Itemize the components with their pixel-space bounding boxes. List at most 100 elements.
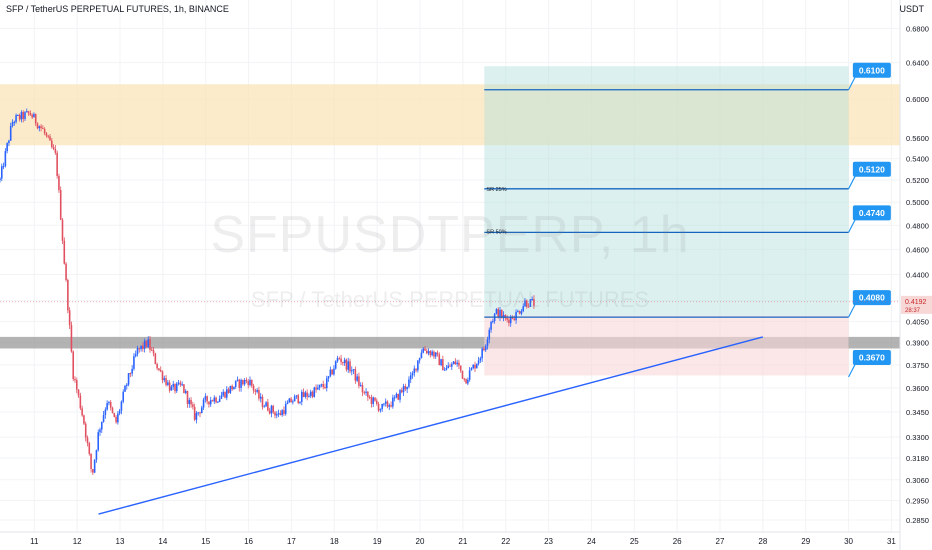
candle-body	[120, 401, 123, 411]
time-tick-label: 23	[544, 537, 553, 546]
candle-body	[240, 379, 242, 388]
candle-body	[163, 378, 166, 381]
last-price-value: 0.4192	[905, 299, 927, 306]
candle-body	[340, 358, 342, 363]
candle-body	[281, 410, 283, 416]
candle-body	[200, 407, 203, 414]
candle-body	[438, 354, 441, 366]
candle-body	[311, 391, 314, 397]
candle-body	[83, 415, 85, 424]
candle-body	[179, 382, 182, 385]
candle-body	[308, 395, 310, 397]
candle-body	[497, 309, 500, 318]
candle-body	[356, 376, 358, 381]
candle-body	[88, 443, 91, 454]
candle-body	[215, 397, 217, 403]
candle-body	[422, 348, 425, 353]
candle-body	[213, 397, 216, 402]
candle-body	[345, 359, 348, 370]
candle-body	[283, 410, 285, 414]
candle-body	[322, 384, 325, 388]
candle-body	[425, 350, 428, 354]
candle-body	[490, 321, 492, 330]
level-callout-label: 0.3670	[859, 353, 885, 363]
candle-body	[459, 365, 462, 371]
candle-body	[211, 400, 214, 402]
candle-body	[190, 400, 192, 405]
candle-body	[111, 407, 114, 413]
candle-body	[247, 381, 250, 386]
candle-body	[236, 379, 239, 381]
price-tick-label: 0.2950	[906, 496, 929, 505]
candle-body	[443, 369, 446, 371]
candle-body	[318, 384, 321, 388]
candle-body	[6, 143, 8, 152]
price-tick-label: 0.6000	[906, 95, 929, 104]
candle-body	[370, 397, 373, 404]
candle-body	[470, 368, 473, 371]
candle-body	[231, 385, 233, 390]
candle-body	[72, 351, 75, 379]
candle-body	[347, 361, 350, 370]
candle-body	[477, 360, 480, 364]
candle-body	[54, 149, 57, 153]
candle-body	[424, 348, 426, 351]
price-tick-label: 0.4600	[906, 245, 929, 254]
candle-body	[267, 402, 269, 411]
time-tick-label: 18	[330, 537, 339, 546]
candle-body	[125, 384, 128, 386]
time-tick-label: 11	[30, 537, 39, 546]
candle-body	[377, 403, 380, 411]
level-callout	[852, 350, 891, 366]
candle-body	[75, 380, 78, 390]
candle-body	[79, 395, 82, 409]
candle-body	[202, 399, 205, 408]
candle-body	[509, 316, 512, 324]
candle-body	[452, 361, 455, 365]
candle-body	[375, 400, 378, 404]
candle-body	[379, 409, 382, 411]
candle-body	[517, 311, 519, 313]
candle-body	[40, 126, 42, 128]
candle-body	[172, 383, 175, 387]
candle-body	[49, 136, 51, 141]
candle-body	[331, 369, 333, 375]
candle-body	[109, 402, 112, 408]
candle-body	[242, 379, 244, 385]
candle-body	[229, 385, 232, 393]
candle-body	[359, 385, 362, 387]
candle-body	[124, 385, 126, 392]
candle-body	[149, 339, 151, 350]
candle-body	[4, 151, 7, 167]
candle-body	[238, 379, 241, 388]
last-price-tag	[901, 295, 932, 314]
candle-body	[465, 378, 467, 384]
candle-body	[395, 393, 398, 398]
candle-body	[372, 397, 375, 404]
candle-body	[108, 402, 110, 404]
candle-body	[252, 385, 255, 391]
candle-body	[136, 348, 139, 355]
candle-body	[279, 413, 282, 416]
candle-body	[58, 175, 60, 191]
candle-body	[59, 190, 62, 220]
candle-body	[365, 391, 367, 393]
candle-body	[165, 378, 167, 385]
candle-body	[349, 361, 351, 372]
candle-body	[390, 405, 392, 407]
candle-body	[404, 386, 407, 390]
candle-body	[383, 403, 385, 405]
candle-body	[90, 453, 92, 470]
candle-body	[220, 395, 223, 399]
candle-body	[327, 376, 330, 379]
candle-body	[186, 391, 189, 404]
candle-body	[440, 359, 442, 366]
candle-body	[513, 318, 516, 321]
candle-body	[93, 459, 96, 473]
candle-body	[15, 115, 17, 122]
candle-body	[500, 309, 503, 318]
candle-body	[325, 378, 328, 389]
candle-body	[483, 348, 485, 351]
